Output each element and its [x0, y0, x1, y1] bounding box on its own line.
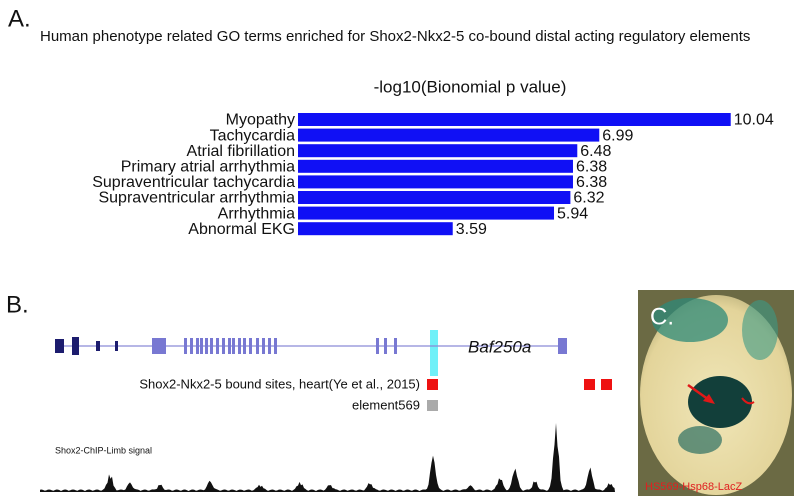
exon: [228, 338, 231, 354]
arrow-head: [703, 394, 715, 404]
track-label: Shox2-Nkx2-5 bound sites, heart(Ye et al…: [139, 376, 420, 391]
exon: [222, 338, 225, 354]
exon: [249, 338, 252, 354]
gene-name: Baf250a: [468, 337, 531, 356]
category-label: Atrial fibrillation: [187, 143, 295, 160]
exon: [394, 338, 397, 354]
stain: [688, 376, 752, 428]
bar: [298, 144, 578, 158]
category-label: Primary atrial arrhythmia: [121, 159, 295, 176]
bar-chart: Myopathy 10.04 Tachycardia 6.99 Atrial fibri…: [92, 112, 774, 238]
exon: [238, 338, 241, 354]
exon: [274, 338, 277, 354]
bound-site: [601, 379, 612, 390]
value-label: 6.48: [580, 143, 611, 160]
highlight: [430, 330, 438, 376]
panel-label: A.: [8, 5, 31, 32]
value-label: 6.99: [602, 127, 633, 144]
bar: [298, 206, 555, 220]
exon: [190, 338, 193, 354]
value-label: 6.38: [576, 159, 607, 176]
track-label: element569: [352, 397, 420, 412]
axis-label: -log10(Bionomial p value): [374, 77, 567, 96]
bar: [298, 191, 571, 204]
exon: [210, 338, 213, 354]
category-label: Tachycardia: [210, 127, 295, 144]
bar: [298, 159, 573, 173]
value-label: 5.94: [557, 205, 588, 222]
exon: [216, 338, 219, 354]
exon: [384, 338, 387, 354]
bar: [298, 222, 453, 236]
exon: [200, 338, 203, 354]
value-label: 6.32: [573, 190, 604, 207]
bound-site: [427, 379, 438, 390]
exon: [205, 338, 208, 354]
exons: [152, 338, 567, 354]
mark: [741, 397, 755, 405]
signal-track: [40, 423, 615, 492]
bar: [298, 113, 731, 126]
exons-dark: [55, 337, 118, 355]
stain: [678, 426, 722, 454]
exon: [376, 338, 379, 354]
exon: [243, 338, 246, 354]
value-label: 6.38: [576, 174, 607, 191]
exon: [232, 338, 235, 354]
exon: [262, 338, 265, 354]
bound-site: [584, 379, 595, 390]
exon: [184, 338, 187, 354]
value-label: 10.04: [734, 112, 774, 129]
value-label: 3.59: [456, 221, 487, 238]
panel-label: B.: [6, 291, 29, 318]
category-label: Myopathy: [226, 112, 295, 129]
bar: [298, 175, 573, 189]
category-label: Supraventricular tachycardia: [92, 174, 295, 191]
stain: [742, 300, 778, 360]
stain: [652, 298, 728, 342]
category-label: Supraventricular arrhythmia: [98, 190, 295, 207]
chart-title-group: Human phenotype related GO terms enriche…: [40, 28, 750, 45]
caption: HS569-Hsp68-LacZ: [645, 481, 742, 493]
exon: [256, 338, 259, 354]
exon: [196, 338, 199, 354]
category-label: Arrhythmia: [218, 205, 295, 222]
category-label: Abnormal EKG: [188, 221, 295, 238]
bar: [298, 128, 600, 142]
track-label: Shox2-ChIP-Limb signal: [55, 445, 152, 455]
chart-title: Human phenotype related GO terms enriche…: [40, 28, 750, 45]
panel-label: C.: [650, 303, 674, 330]
element-site: [427, 400, 438, 411]
exon: [268, 338, 271, 354]
title-line: Human phenotype related GO terms enriche…: [40, 28, 750, 45]
